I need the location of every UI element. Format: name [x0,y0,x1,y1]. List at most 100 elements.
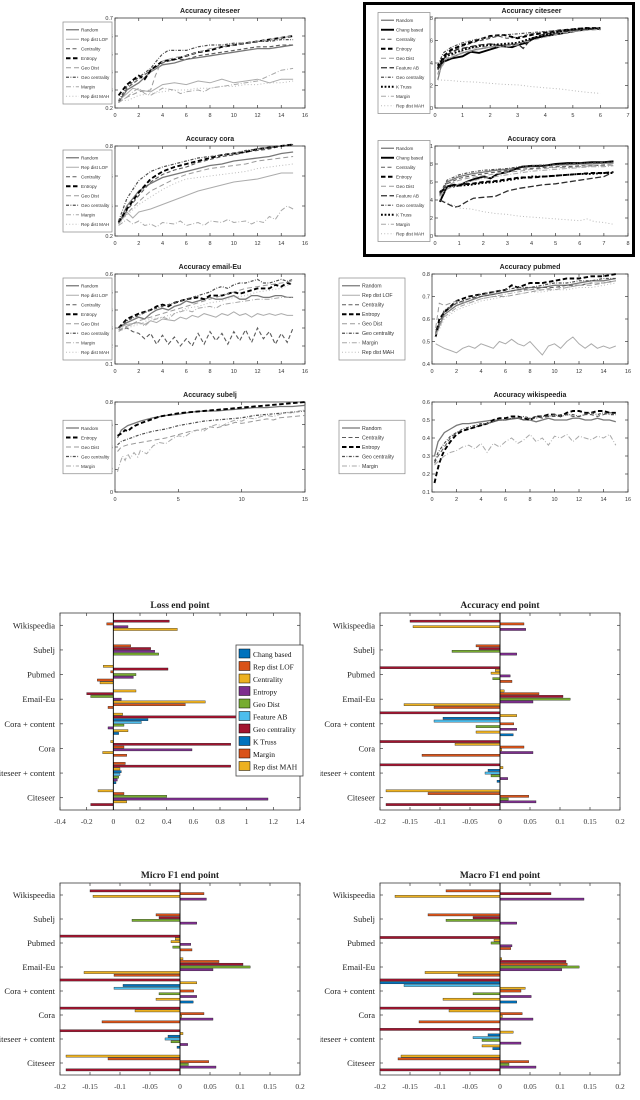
series-entropy [117,35,294,96]
x-tick-label: 0 [433,241,436,247]
x-tick-label: 0.1 [235,1082,245,1091]
bar-entropy [113,676,134,679]
y-tick-label: 0.5 [422,340,430,346]
bar-geo-centrality [59,1006,181,1010]
legend-label: Margin [81,341,95,346]
x-tick-label: 10 [239,497,245,503]
x-tick-label: 2 [455,497,458,503]
x-tick-label: -0.15 [402,1082,418,1091]
bar-centrality [170,940,181,943]
bar-centrality [92,895,181,898]
x-tick-label: -0.15 [82,1082,98,1091]
legend-label: Geo Dist [81,194,100,199]
series-entropy [117,281,294,329]
legend-box [62,149,113,233]
y-tick-label: 0.4 [422,436,430,442]
bar-feature-ab [164,1037,181,1041]
bar-rep-dist-lof [113,703,186,706]
legend-label: Feature AB [396,194,419,199]
bar-centrality [400,1054,501,1058]
legend-label: K Truss [253,738,277,747]
line-chart-email-eu: Accuracy email-Eu02468101214160.10.20.30… [0,258,320,391]
x-tick-label: 4 [161,369,164,375]
bar-geo-dist [451,650,501,653]
series-random [118,44,294,103]
y-tick-label: 0.7 [422,295,430,301]
bar-rep-dist-lof [179,948,193,952]
series-centrality [437,28,601,75]
x-tick-label: 16 [302,113,308,119]
x-tick-label: 0.8 [215,817,225,826]
bar-chang-based [122,984,181,987]
category-label: Subelj [353,645,375,655]
bar-entropy [499,968,562,972]
category-label: Email-Eu [342,694,375,704]
legend-label: Centrality [396,37,416,42]
bar-k-truss [113,732,119,735]
legend-label: Chang based [253,650,292,659]
legend-label: Centrality [253,675,283,684]
bar-chang-based [442,717,501,720]
x-tick-label: 8 [208,241,211,247]
chart-title: Accuracy end point [460,601,540,611]
bar-geo-centrality [90,803,114,806]
bar-geo-dist [113,795,167,798]
legend-label: Geo Dist [81,66,100,71]
bar-centrality [454,743,501,746]
bar-margin [445,889,501,893]
plot-frame [114,145,306,237]
chart-title: Accuracy email-Eu [179,264,242,271]
bar-geo-centrality [158,916,181,919]
series-chang-based [437,27,601,68]
series-geo-centrality [439,161,614,194]
x-tick-label: 0 [433,113,436,119]
legend-label: Entropy [362,445,380,451]
bar-entropy [499,1041,522,1045]
x-tick-label: 10 [551,369,557,375]
bar-centrality [134,1009,181,1013]
bar-centrality [113,689,137,693]
bar-geo-centrality [379,1006,501,1010]
bar-entropy [179,897,207,901]
category-label: Pubmed [347,670,376,680]
plot-frame [114,401,306,493]
bar-entropy [499,800,537,804]
legend-label: Entropy [253,688,277,697]
bar-feature-ab [484,771,501,775]
y-tick-label: 0.7 [105,16,113,22]
category-label: Citeseer + content [0,1034,56,1044]
x-tick-label: -0.1 [434,817,446,826]
bar-centrality [490,671,501,675]
legend-label: Centrality [362,303,384,309]
y-tick-label: 0.5 [422,418,430,424]
legend-label: Geo Dist [253,700,281,709]
bar-geo-dist [172,945,181,949]
bar-geo-centrality [499,960,567,963]
series-centrality [118,326,294,348]
chart-title: Accuracy cora [507,136,555,143]
bar-entropy [499,921,517,925]
legend-label: K Truss [396,85,412,90]
legend-label: Centrality [362,435,384,441]
series-centrality [118,44,294,103]
bar-margin [475,644,501,648]
bar-centrality [448,1009,501,1013]
x-tick-label: 3 [516,113,519,119]
x-tick-label: 1 [245,817,249,826]
x-tick-label: 1.2 [269,817,279,826]
bar-margin [179,892,205,895]
y-tick-label: 0.6 [105,272,113,278]
bar-k-truss [499,1000,517,1004]
y-tick-label: 0.1 [105,362,113,368]
x-tick-label: 3 [506,241,509,247]
x-tick-label: 4 [530,241,533,247]
bar-chang-based [167,1034,181,1038]
x-tick-label: 6 [185,241,188,247]
bar-centrality [385,789,501,793]
bar-geo-dist [113,673,137,676]
x-tick-label: 1 [458,241,461,247]
bar-centrality [481,1044,501,1048]
category-label: Subelj [33,914,55,924]
x-tick-label: 0.15 [583,1082,596,1091]
category-label: Subelj [353,914,375,924]
